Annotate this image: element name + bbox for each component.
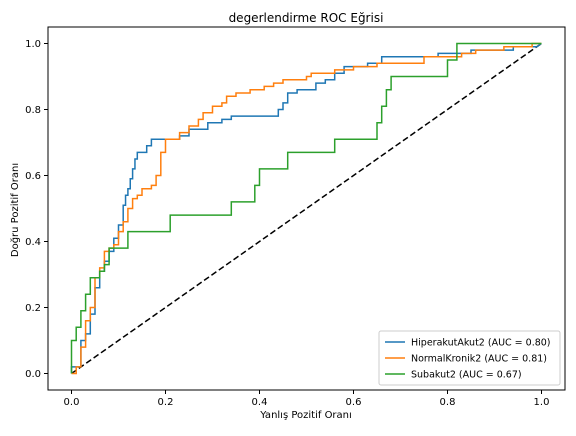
x-axis-label: Yanlış Pozitif Oranı [259,410,352,421]
x-tick-label: 0.0 [64,397,80,408]
chart-title: degerlendirme ROC Eğrisi [229,11,384,25]
y-tick-label: 0.2 [25,303,41,314]
roc-curve-2 [71,42,542,375]
y-tick-label: 0.0 [25,369,41,380]
y-tick-label: 0.8 [25,105,41,116]
legend-box [378,330,561,386]
roc-curve-3 [70,42,542,374]
legend-entry-label: NormalKronik2 (AUC = 0.81) [411,354,547,365]
y-tick-label: 1.0 [25,39,41,50]
x-tick-label: 0.4 [252,397,268,408]
x-tick-label: 0.6 [346,397,362,408]
axes-frame [47,26,566,391]
y-tick-label: 0.4 [25,237,41,248]
y-tick-label: 0.6 [25,171,41,182]
plot-area [70,42,542,375]
legend-entry-label: HiperakutAkut2 (AUC = 0.80) [411,338,551,349]
y-axis-label: Doğru Pozitif Oranı [9,163,21,257]
legend: HiperakutAkut2 (AUC = 0.80) NormalKronik2… [378,330,561,386]
reference-diagonal-line [71,42,542,375]
legend-entry-label: Subakut2 (AUC = 0.67) [411,370,522,381]
x-tick-label: 0.8 [440,397,456,408]
x-tick-label: 0.2 [158,397,174,408]
x-tick-label: 1.0 [534,397,550,408]
